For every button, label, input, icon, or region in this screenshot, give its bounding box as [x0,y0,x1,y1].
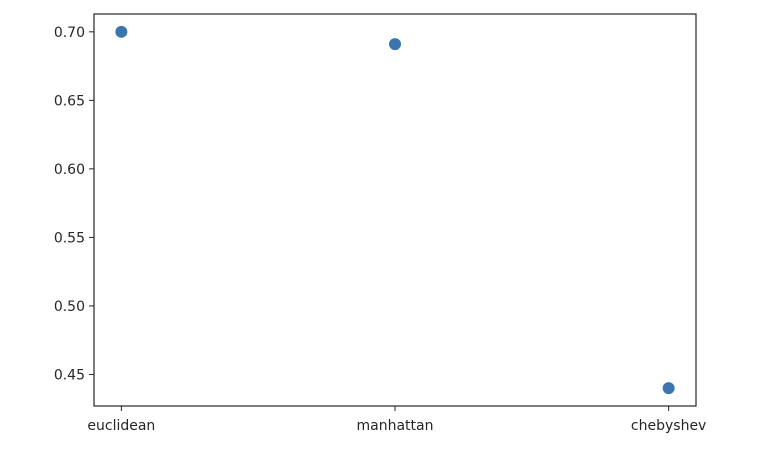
y-tick-label: 0.70 [54,25,85,41]
y-tick-label: 0.65 [54,93,85,109]
data-point [389,38,401,51]
data-point [662,382,675,395]
x-tick-label: euclidean [87,418,155,434]
x-tick-label: manhattan [357,418,434,434]
plot-frame [93,13,697,407]
y-tick-label: 0.55 [54,230,85,246]
data-point [115,25,128,38]
y-axis: 0.45 0.50 0.55 0.60 0.65 0.70 [54,25,94,383]
y-tick-label: 0.45 [54,367,85,383]
x-tick-label: chebyshev [631,418,706,434]
x-axis: euclidean manhattan chebyshev [87,406,706,434]
y-tick-label: 0.50 [54,299,85,315]
data-points [115,25,675,395]
y-tick-label: 0.60 [54,162,85,178]
